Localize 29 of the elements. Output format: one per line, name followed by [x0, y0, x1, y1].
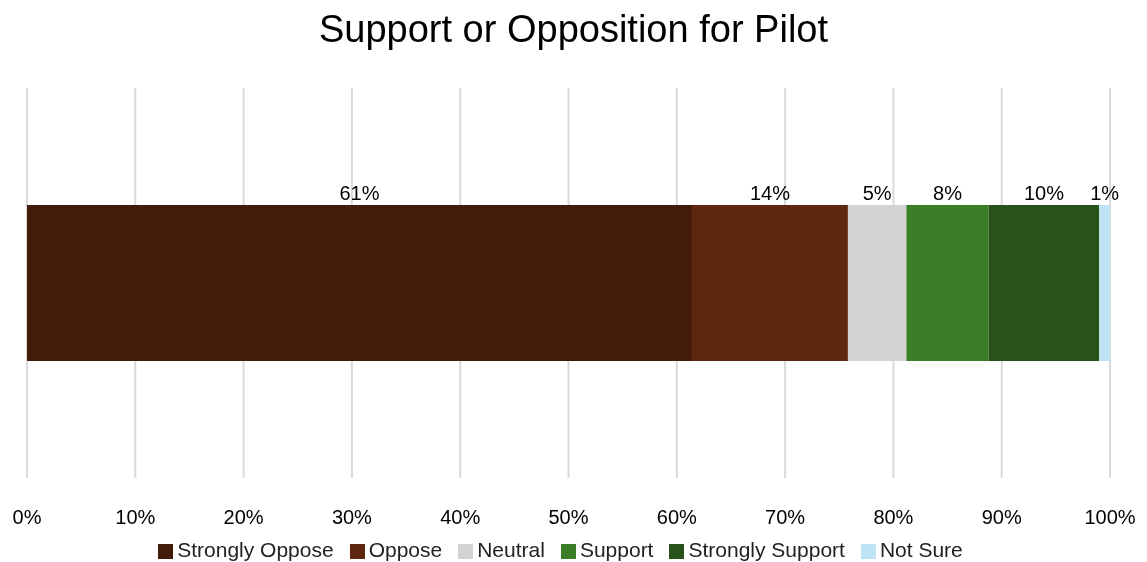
data-label: 10% — [1023, 182, 1065, 204]
chart-title: Support or Opposition for Pilot — [317, 7, 830, 52]
data-label: 8% — [933, 182, 963, 204]
x-tick-label: 80% — [873, 506, 914, 529]
x-tick-label: 50% — [548, 506, 589, 529]
x-tick-label: 20% — [223, 506, 264, 529]
bar — [1099, 205, 1110, 361]
legend-label: Support — [579, 538, 654, 561]
x-tick-label: 90% — [981, 506, 1022, 529]
x-tick-label: 30% — [331, 506, 373, 529]
data-label: 14% — [749, 182, 791, 204]
legend-label: Strongly Oppose — [177, 538, 334, 561]
data-label: 5% — [862, 182, 892, 204]
bar — [27, 205, 692, 361]
bar — [691, 205, 848, 361]
x-tick-label: 10% — [115, 506, 156, 529]
legend-label: Not Sure — [879, 538, 963, 561]
legend-label: Oppose — [368, 538, 443, 561]
data-label: 61% — [339, 182, 380, 204]
bar — [988, 205, 1100, 361]
x-tick-label: 0% — [12, 506, 42, 529]
bar — [906, 205, 989, 361]
legend-label: Neutral — [477, 538, 545, 561]
x-tick-label: 60% — [656, 506, 698, 529]
legend-label: Strongly Support — [688, 538, 845, 561]
x-tick-label: 100% — [1084, 506, 1136, 529]
x-tick-label: 70% — [765, 506, 806, 529]
data-label: 1% — [1090, 182, 1120, 204]
x-tick-label: 40% — [440, 506, 481, 529]
